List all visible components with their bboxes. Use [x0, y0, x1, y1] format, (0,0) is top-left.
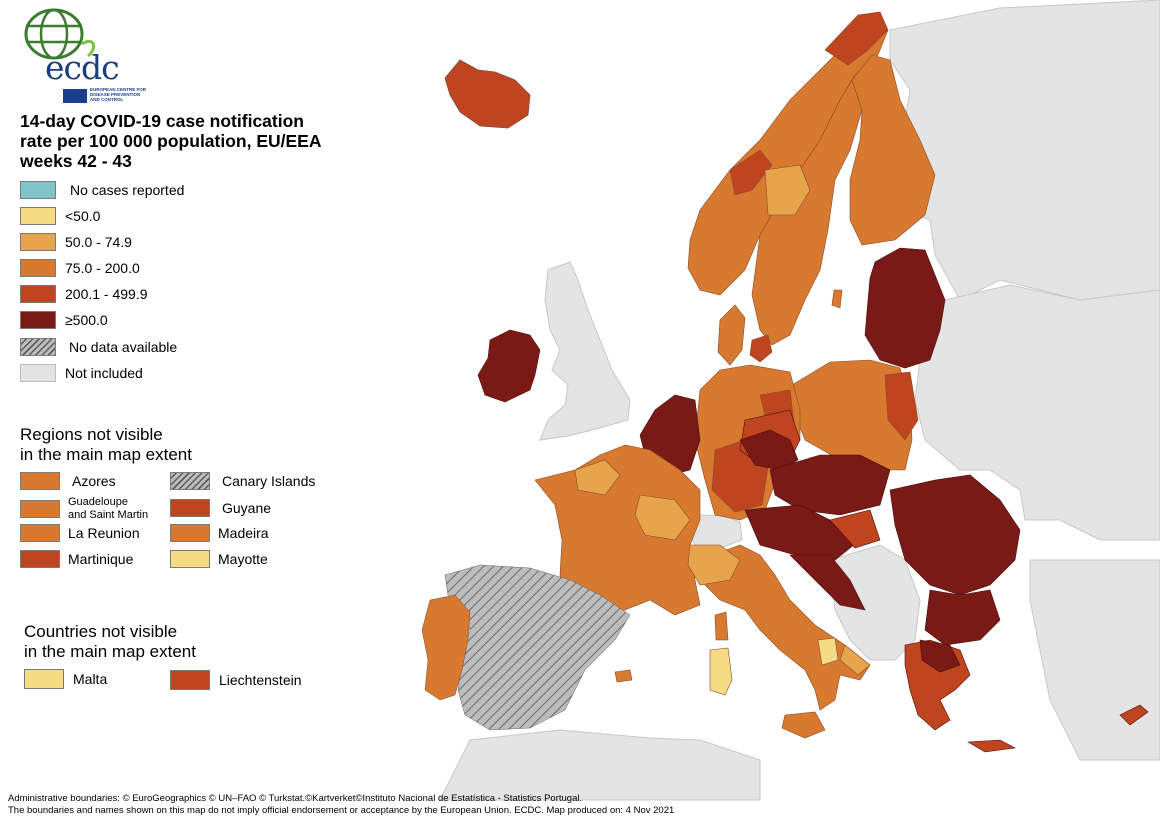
- region-label: Mayotte: [218, 551, 268, 567]
- region-france: [534, 444, 701, 621]
- region-ireland: [477, 329, 541, 403]
- region-label: Guadeloupe and Saint Martin: [68, 496, 148, 522]
- orange-swatch-icon: [20, 500, 60, 518]
- legend-item-200-500: 200.1 - 499.9: [20, 285, 148, 303]
- region-finland: [849, 54, 936, 246]
- region-label: Guyane: [222, 500, 272, 516]
- hatched-swatch-icon: [170, 472, 210, 490]
- region-label: Martinique: [68, 551, 134, 567]
- region-item-guyane: Guyane: [170, 499, 271, 517]
- grey-swatch-icon: [20, 364, 56, 382]
- legend-label: 200.1 - 499.9: [65, 286, 148, 302]
- region-item-canary-islands: Canary Islands: [170, 472, 315, 490]
- region-poland: [791, 359, 919, 471]
- region-label-line: and Saint Martin: [68, 509, 149, 521]
- hatched-swatch-icon: [20, 338, 56, 356]
- region-romania-bulgaria: [889, 474, 1021, 646]
- legend-item-50-75: 50.0 - 74.9: [20, 233, 132, 251]
- region-great-britain: [539, 261, 631, 441]
- orange-swatch-icon: [20, 259, 56, 277]
- legend-label: No cases reported: [70, 182, 185, 198]
- region-denmark: [717, 304, 773, 366]
- region-norway: [687, 11, 889, 296]
- region-iceland: [444, 59, 531, 129]
- countries-not-visible-heading: Countries not visible in the main map ex…: [24, 622, 196, 662]
- legend-item-75-200: 75.0 - 200.0: [20, 259, 140, 277]
- legend-label: <50.0: [65, 208, 101, 224]
- title-line-3: weeks 42 - 43: [20, 151, 132, 171]
- legend-label: Not included: [65, 365, 143, 381]
- ecdc-logo: ecdc EUROPEAN CENTRE FOR DISEASE PREVENT…: [20, 4, 146, 104]
- red-orange-swatch-icon: [170, 670, 210, 690]
- region-label: Madeira: [218, 525, 269, 541]
- region-north-africa: [439, 729, 761, 801]
- region-label: Azores: [72, 473, 116, 489]
- legend-label: No data available: [69, 339, 178, 355]
- orange-swatch-icon: [20, 472, 60, 490]
- country-item-malta: Malta: [24, 669, 107, 689]
- red-orange-swatch-icon: [20, 550, 60, 568]
- legend-item-lt50: <50.0: [20, 207, 100, 225]
- dark-red-swatch-icon: [20, 311, 56, 329]
- map-title: 14-day COVID-19 case notification rate p…: [20, 111, 350, 171]
- heading-line: in the main map extent: [24, 642, 196, 661]
- region-sweden: [751, 79, 863, 346]
- country-label: Malta: [73, 671, 108, 687]
- region-item-azores: Azores: [20, 472, 116, 490]
- region-iberia: [421, 564, 631, 731]
- globe-icon: [24, 8, 96, 60]
- red-orange-swatch-icon: [20, 285, 56, 303]
- region-item-mayotte: Mayotte: [170, 550, 268, 568]
- red-orange-swatch-icon: [170, 499, 210, 517]
- region-belarus-ukraine-moldova: [914, 284, 1160, 541]
- heading-line: Regions not visible: [20, 425, 163, 444]
- region-small-islands: [614, 289, 843, 683]
- region-item-madeira: Madeira: [170, 524, 269, 542]
- legend-label: 75.0 - 200.0: [65, 260, 140, 276]
- heading-line: in the main map extent: [20, 445, 192, 464]
- pale-yellow-swatch-icon: [20, 207, 56, 225]
- footer-credits: Administrative boundaries: © EuroGeograp…: [8, 793, 674, 817]
- legend-label: ≥500.0: [65, 312, 108, 328]
- region-item-guadeloupe: Guadeloupe and Saint Martin: [20, 496, 148, 522]
- footer-line-2: The boundaries and names shown on this m…: [8, 805, 675, 816]
- footer-line-1: Administrative boundaries: © EuroGeograp…: [8, 793, 583, 804]
- logo-wordmark: ecdc: [45, 48, 120, 87]
- orange-swatch-icon: [20, 524, 60, 542]
- pale-yellow-swatch-icon: [24, 669, 64, 689]
- heading-line: Countries not visible: [24, 622, 178, 641]
- region-greece: [904, 639, 1149, 753]
- country-item-liechtenstein: Liechtenstein: [170, 670, 302, 690]
- title-line-2: rate per 100 000 population, EU/EEA: [20, 131, 322, 151]
- teal-swatch-icon: [20, 181, 56, 199]
- region-item-la-reunion: La Reunion: [20, 524, 140, 542]
- light-orange-swatch-icon: [20, 233, 56, 251]
- region-item-martinique: Martinique: [20, 550, 133, 568]
- region-turkey: [1029, 559, 1160, 761]
- not-included-areas: [439, 0, 1160, 801]
- legend-item-no-cases: No cases reported: [20, 181, 184, 199]
- region-label: La Reunion: [68, 525, 140, 541]
- pale-yellow-swatch-icon: [170, 550, 210, 568]
- region-label: Canary Islands: [222, 473, 316, 489]
- country-label: Liechtenstein: [219, 672, 302, 688]
- logo-subtitle: EUROPEAN CENTRE FOR DISEASE PREVENTION A…: [90, 87, 147, 102]
- region-russia-north: [889, 0, 1160, 301]
- region-baltics: [864, 247, 946, 369]
- region-central-europe: [739, 409, 891, 611]
- eu-flag-icon: [63, 89, 87, 103]
- region-label-line: Guadeloupe: [68, 496, 128, 508]
- region-italy: [687, 544, 871, 739]
- regions-not-visible-heading: Regions not visible in the main map exte…: [20, 425, 192, 465]
- legend-item-gt500: ≥500.0: [20, 311, 108, 329]
- title-line-1: 14-day COVID-19 case notification: [20, 111, 304, 131]
- legend-item-no-data: No data available: [20, 338, 177, 356]
- legend-label: 50.0 - 74.9: [65, 234, 132, 250]
- legend-item-not-included: Not included: [20, 364, 143, 382]
- orange-swatch-icon: [170, 524, 210, 542]
